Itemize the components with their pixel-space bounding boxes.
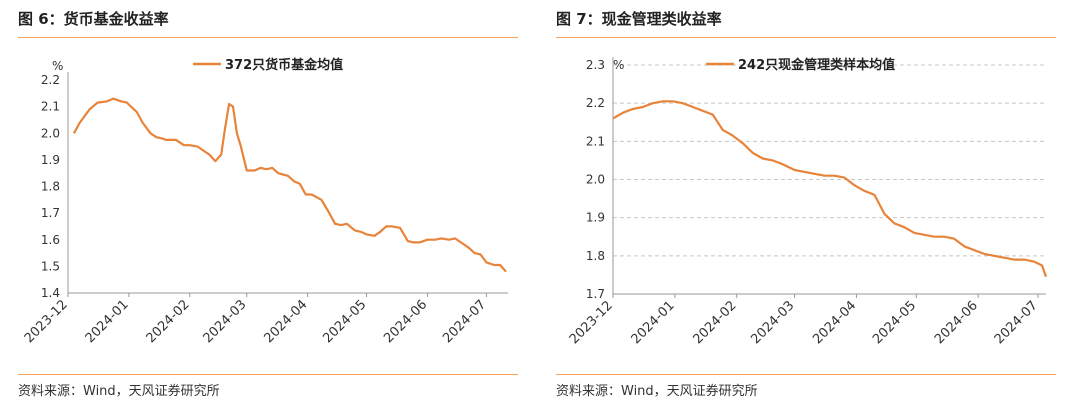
y-tick-label: 1.9 [41, 153, 60, 167]
y-unit-label: % [613, 58, 624, 72]
cash-management-yield-chart: 2.3 2.2 2.1 2.0 1.9 1.8 1.7% 2023-12 2024-01 2024… [567, 57, 1048, 347]
y-tick-label: 1.8 [586, 249, 605, 263]
x-tick-label: 2023-12 [22, 297, 71, 346]
x-tick-label: 2024-03 [748, 298, 797, 347]
legend-label: 372只货币基金均值 [225, 57, 343, 73]
y-tick-label: 1.9 [586, 211, 605, 225]
legend-label: 242只现金管理类样本均值 [738, 57, 895, 73]
y-tick-label: 1.6 [41, 233, 60, 247]
y-tick-label: 1.8 [41, 180, 60, 194]
title-divider [556, 37, 1056, 38]
source-divider [556, 374, 1056, 375]
y-tick-label: 1.7 [41, 206, 60, 220]
y-tick-label: 2.0 [586, 173, 605, 187]
source-divider [18, 374, 518, 375]
y-tick-label: 2.2 [41, 73, 60, 87]
figure-title: 图 6：货币基金收益率 [18, 10, 169, 28]
x-tick-label: 2024-04 [810, 298, 859, 347]
x-tick-label: 2024-06 [932, 298, 981, 347]
y-tick-label: 1.4 [41, 286, 60, 300]
series-line [612, 100, 1048, 278]
figure-7-panel: 图 7：现金管理类收益率 2.3 2.2 2.1 2.0 1.9 1.8 1.7% 2023-… [556, 0, 1056, 407]
y-tick-label: 2.1 [41, 100, 60, 114]
x-tick-label: 2024-06 [381, 297, 430, 346]
y-tick-label: 2.2 [586, 96, 605, 110]
x-tick-label: 2024-01 [83, 297, 132, 346]
x-tick-label: 2024-03 [201, 297, 250, 346]
x-tick-label: 2024-02 [691, 298, 740, 347]
x-tick-label: 2024-04 [261, 297, 310, 346]
x-tick-label: 2024-07 [992, 298, 1041, 347]
source-note: 资料来源：Wind，天风证券研究所 [18, 384, 220, 399]
x-tick-label: 2024-01 [629, 298, 678, 347]
x-tick-label: 2024-02 [144, 297, 193, 346]
x-tick-label: 2023-12 [567, 298, 616, 347]
y-tick-label: 1.5 [41, 259, 60, 273]
x-tick-label: 2024-05 [320, 297, 369, 346]
y-tick-label: 2.1 [586, 134, 605, 148]
y-tick-label: 2.3 [586, 58, 605, 72]
x-tick-label: 2024-05 [870, 298, 919, 347]
title-divider [18, 37, 518, 38]
money-fund-yield-chart: 2.22.12.01.91.81.71.61.51.4%2023-12 2024-… [22, 57, 508, 346]
x-tick-label: 2024-07 [440, 297, 489, 346]
figure-title: 图 7：现金管理类收益率 [556, 10, 722, 28]
figure-6-panel: 图 6：货币基金收益率 2.2 2.1 2.0 1.9 1.8 1.7 1.6 1.5 1.4%… [18, 0, 518, 407]
y-tick-label: 2.0 [41, 126, 60, 140]
y-tick-label: 1.7 [586, 287, 605, 301]
source-note: 资料来源：Wind，天风证券研究所 [556, 384, 758, 399]
y-unit-label: % [52, 59, 63, 73]
series-line [72, 97, 507, 273]
